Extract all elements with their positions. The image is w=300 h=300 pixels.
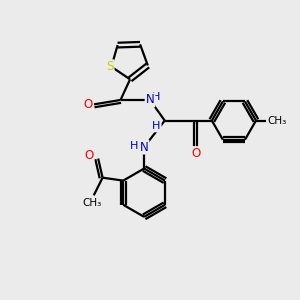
Text: CH₃: CH₃ [83, 198, 102, 208]
Text: H: H [152, 122, 161, 131]
Text: N: N [140, 141, 148, 154]
Text: S: S [106, 60, 114, 73]
Text: O: O [83, 98, 93, 111]
Text: CH₃: CH₃ [267, 116, 286, 126]
Text: O: O [191, 147, 200, 160]
Text: N: N [146, 93, 154, 106]
Text: H: H [152, 92, 161, 102]
Text: O: O [84, 149, 93, 162]
Text: H: H [130, 141, 138, 151]
